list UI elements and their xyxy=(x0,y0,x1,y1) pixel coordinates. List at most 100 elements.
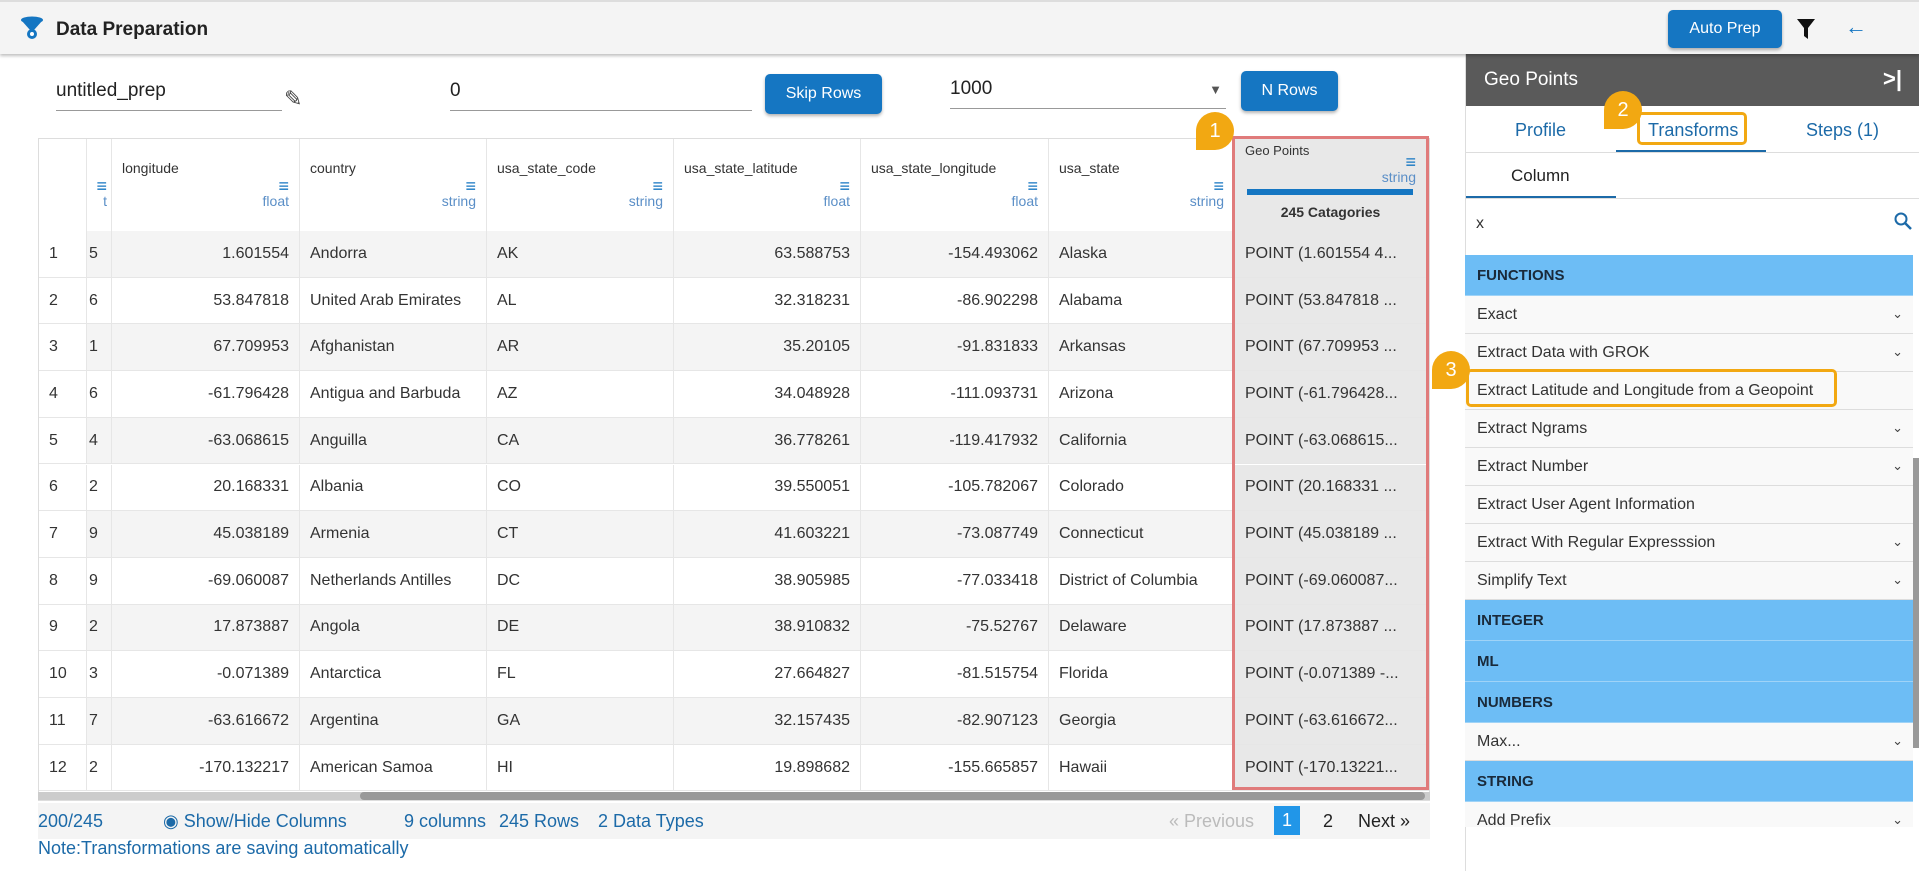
edit-pencil-icon[interactable]: ✎ xyxy=(284,86,303,111)
table-cell[interactable]: CT xyxy=(487,511,674,557)
transform-item[interactable]: Max... ⌄ xyxy=(1465,723,1913,761)
table-cell[interactable]: POINT (-0.071389 -... xyxy=(1235,651,1427,697)
table-cell[interactable]: Armenia xyxy=(300,511,487,557)
chevron-down-icon[interactable]: ⌄ xyxy=(1892,344,1903,359)
table-cell[interactable]: -61.796428 xyxy=(112,371,300,417)
table-cell[interactable]: -77.033418 xyxy=(861,557,1049,604)
table-cell[interactable]: 39.550051 xyxy=(674,464,861,511)
table-cell[interactable]: 6 xyxy=(87,371,112,417)
column-header[interactable]: ≡ t xyxy=(87,139,112,231)
table-cell[interactable]: Arizona xyxy=(1049,371,1235,417)
column-header[interactable]: usa_state_longitude ≡ float xyxy=(861,139,1049,231)
table-cell[interactable]: -91.831833 xyxy=(861,324,1049,371)
column-menu-icon[interactable]: ≡ xyxy=(839,176,850,196)
table-cell[interactable]: -154.493062 xyxy=(861,231,1049,277)
table-cell[interactable]: 32.157435 xyxy=(674,698,861,744)
table-cell[interactable]: POINT (-61.796428... xyxy=(1235,371,1427,417)
table-row[interactable]: 8 9 -69.060087 Netherlands Antilles DC 38.905… xyxy=(39,557,1429,605)
table-cell[interactable]: -82.907123 xyxy=(861,698,1049,744)
transform-item[interactable]: Extract Number ⌄ xyxy=(1465,448,1913,486)
table-cell[interactable]: CO xyxy=(487,464,674,511)
page-2-button[interactable]: 2 xyxy=(1323,811,1334,831)
table-cell[interactable]: Florida xyxy=(1049,651,1235,697)
table-cell[interactable]: POINT (17.873887 ... xyxy=(1235,604,1427,651)
prep-name-input[interactable]: untitled_prep xyxy=(56,80,282,111)
table-cell[interactable]: POINT (-63.616672... xyxy=(1235,698,1427,744)
column-menu-icon[interactable]: ≡ xyxy=(652,176,663,196)
table-cell[interactable]: 5 xyxy=(87,231,112,277)
table-cell[interactable]: HI xyxy=(487,744,674,791)
table-cell[interactable]: -73.087749 xyxy=(861,511,1049,557)
column-header[interactable]: country ≡ string xyxy=(300,139,487,231)
table-cell[interactable]: -155.665857 xyxy=(861,744,1049,791)
column-header[interactable]: usa_state_latitude ≡ float xyxy=(674,139,861,231)
table-cell[interactable]: Georgia xyxy=(1049,698,1235,744)
table-cell[interactable]: Antarctica xyxy=(300,651,487,697)
transform-category[interactable]: FUNCTIONS xyxy=(1465,255,1913,296)
chevron-down-icon[interactable]: ⌄ xyxy=(1892,306,1903,321)
table-cell[interactable]: 45.038189 xyxy=(112,511,300,557)
table-cell[interactable]: California xyxy=(1049,417,1235,464)
table-cell[interactable]: 20.168331 xyxy=(112,464,300,511)
column-menu-icon[interactable]: ≡ xyxy=(96,176,107,196)
table-cell[interactable]: AL xyxy=(487,277,674,324)
table-cell[interactable]: Angola xyxy=(300,604,487,651)
tab-profile[interactable]: Profile xyxy=(1515,120,1567,140)
table-cell[interactable]: Anguilla xyxy=(300,417,487,464)
table-cell[interactable]: POINT (1.601554 4... xyxy=(1235,231,1427,277)
table-cell[interactable]: United Arab Emirates xyxy=(300,277,487,324)
transform-item[interactable]: Extract Data with GROK ⌄ xyxy=(1465,334,1913,372)
table-cell[interactable]: 1 xyxy=(87,324,112,371)
chevron-down-icon[interactable]: ⌄ xyxy=(1892,458,1903,473)
table-cell[interactable]: Alabama xyxy=(1049,277,1235,324)
transform-item[interactable]: Extract Latitude and Longitude from a Ge… xyxy=(1465,372,1913,410)
table-row[interactable]: 5 4 -63.068615 Anguilla CA 36.778261 -119.4179… xyxy=(39,417,1429,465)
search-input[interactable]: x xyxy=(1476,215,1484,232)
filter-icon[interactable] xyxy=(1797,19,1815,39)
table-cell[interactable]: Argentina xyxy=(300,698,487,744)
transform-item[interactable]: Extract User Agent Information xyxy=(1465,486,1913,524)
table-cell[interactable]: Alaska xyxy=(1049,231,1235,277)
back-arrow-icon[interactable]: ← xyxy=(1845,14,1867,39)
table-cell[interactable]: GA xyxy=(487,698,674,744)
transform-item[interactable]: Extract Ngrams ⌄ xyxy=(1465,410,1913,448)
next-page-button[interactable]: Next » xyxy=(1358,811,1411,831)
table-cell[interactable]: American Samoa xyxy=(300,744,487,791)
table-cell[interactable]: POINT (20.168331 ... xyxy=(1235,464,1427,511)
table-row[interactable]: 9 2 17.873887 Angola DE 38.910832 -75.52767 Del… xyxy=(39,604,1429,652)
column-menu-icon[interactable]: ≡ xyxy=(1027,176,1038,196)
table-cell[interactable]: FL xyxy=(487,651,674,697)
table-cell[interactable]: -119.417932 xyxy=(861,417,1049,464)
table-row[interactable]: 12 2 -170.132217 American Samoa HI 19.898682-… xyxy=(39,744,1429,792)
table-cell[interactable]: 6 xyxy=(87,277,112,324)
table-cell[interactable]: AR xyxy=(487,324,674,371)
transform-item[interactable]: Add Prefix ⌄ xyxy=(1465,802,1913,827)
table-cell[interactable]: 2 xyxy=(87,604,112,651)
table-row[interactable]: 4 6 -61.796428 Antigua and Barbuda AZ 34.0489… xyxy=(39,371,1429,418)
transform-category[interactable]: ML xyxy=(1465,641,1913,682)
skip-rows-input[interactable]: 0 xyxy=(450,80,752,111)
table-cell[interactable]: Albania xyxy=(300,464,487,511)
show-hide-columns-link[interactable]: ◉ Show/Hide Columns xyxy=(163,811,347,832)
table-cell[interactable]: Colorado xyxy=(1049,464,1235,511)
transform-item[interactable]: Simplify Text ⌄ xyxy=(1465,562,1913,600)
table-cell[interactable]: AK xyxy=(487,231,674,277)
transform-category[interactable]: INTEGER xyxy=(1465,600,1913,641)
table-cell[interactable]: POINT (-63.068615... xyxy=(1235,417,1427,464)
column-menu-icon[interactable]: ≡ xyxy=(465,176,476,196)
table-row[interactable]: 3 1 67.709953 Afghanistan AR 35.20105 -91.8318… xyxy=(39,324,1429,372)
table-cell[interactable]: 1.601554 xyxy=(112,231,300,277)
table-cell[interactable]: 4 xyxy=(87,417,112,464)
table-cell[interactable]: -0.071389 xyxy=(112,651,300,697)
column-header[interactable]: usa_state ≡ string xyxy=(1049,139,1235,231)
table-cell[interactable]: 2 xyxy=(87,464,112,511)
table-cell[interactable]: POINT (67.709953 ... xyxy=(1235,324,1427,371)
tab-steps[interactable]: Steps (1) xyxy=(1806,120,1880,140)
table-cell[interactable]: 63.588753 xyxy=(674,231,861,277)
chevron-down-icon[interactable]: ⌄ xyxy=(1892,420,1903,435)
table-cell[interactable]: Connecticut xyxy=(1049,511,1235,557)
chevron-down-icon[interactable]: ⌄ xyxy=(1892,812,1903,827)
transform-item[interactable]: Exact ⌄ xyxy=(1465,296,1913,334)
table-cell[interactable]: -170.132217 xyxy=(112,744,300,791)
table-cell[interactable]: Arkansas xyxy=(1049,324,1235,371)
